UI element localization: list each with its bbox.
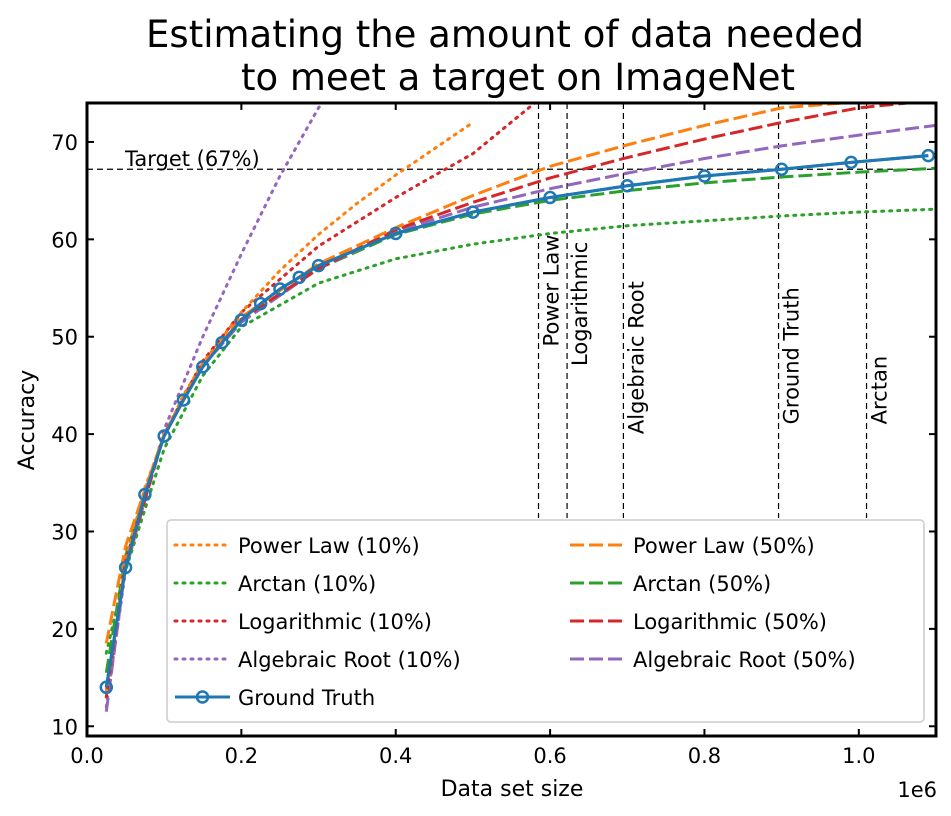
ground-truth-point: [157, 429, 171, 443]
ground-truth-point: [311, 258, 326, 273]
ground-truth-point: [234, 313, 249, 327]
x-tick-label: 1.0: [842, 744, 875, 768]
axis-ticks: 0.0 0.2 0.4 0.6 0.8 1.0 10 20 30 40 50 60 70: [51, 103, 936, 768]
ground-truth-point: [774, 162, 789, 176]
ground-truth-point: [215, 335, 229, 350]
ground-truth-point: [388, 226, 403, 241]
ground-truth-point: [697, 169, 712, 183]
legend-label-ground-truth: Ground Truth: [238, 686, 375, 710]
x-tick-label: 0.8: [688, 744, 721, 768]
ground-truth-point: [196, 360, 210, 374]
x-scale-label: 1e6: [897, 778, 937, 802]
legend-label-arctan-50: Arctan (50%): [633, 572, 771, 596]
x-tick-label: 0.0: [70, 744, 103, 768]
ground-truth-point: [844, 155, 858, 170]
vline-label-power-law: Power Law: [540, 235, 564, 347]
ground-truth-point: [253, 296, 268, 311]
legend-marker-ground-truth: [195, 690, 210, 704]
x-tick-label: 0.6: [533, 744, 566, 768]
legend: Power Law (10%) Arctan (10%) Logarithmic (…: [166, 519, 925, 723]
vline-label-arctan: Arctan: [868, 356, 892, 425]
y-tick-label: 50: [51, 326, 78, 350]
chart-title-line-2: to meet a target on ImageNet: [241, 56, 795, 99]
ground-truth-point: [176, 393, 191, 407]
y-tick-label: 30: [51, 520, 78, 544]
y-axis-label: Accuracy: [15, 370, 40, 470]
series-group: [99, 103, 936, 712]
ground-truth-point: [138, 487, 152, 502]
ground-truth-point: [99, 680, 114, 695]
legend-label-algebraic-root-50: Algebraic Root (50%): [633, 648, 856, 672]
legend-label-logarithmic-10: Logarithmic (10%): [238, 610, 432, 634]
y-tick-label: 40: [51, 423, 78, 447]
reference-lines: Target (67%): [87, 103, 936, 518]
chart-title-line-1: Estimating the amount of data needed: [146, 13, 864, 56]
legend-label-arctan-10: Arctan (10%): [238, 572, 376, 596]
threshold-labels: Power Law Logarithmic Algebraic Root Ground…: [540, 235, 892, 435]
vline-label-logarithmic: Logarithmic: [568, 242, 592, 366]
x-tick-label: 0.2: [225, 744, 258, 768]
x-tick-label: 0.4: [379, 744, 412, 768]
x-axis-label: Data set size: [441, 777, 584, 802]
ground-truth-point: [620, 179, 635, 193]
ground-truth-point: [921, 148, 936, 163]
y-tick-label: 20: [51, 618, 78, 642]
y-tick-label: 10: [51, 715, 78, 739]
legend-label-algebraic-root-10: Algebraic Root (10%): [238, 648, 461, 672]
ground-truth-point: [543, 190, 557, 205]
legend-label-power-law-50: Power Law (50%): [633, 534, 815, 558]
ground-truth-point: [466, 205, 480, 219]
y-tick-label: 60: [51, 228, 78, 252]
legend-label-power-law-10: Power Law (10%): [238, 534, 420, 558]
ground-truth-point: [292, 270, 306, 285]
ground-truth-point: [273, 282, 287, 296]
y-tick-label: 70: [51, 131, 78, 155]
vline-label-ground-truth: Ground Truth: [780, 287, 804, 424]
ground-truth-point: [118, 560, 133, 575]
vline-label-algebraic-root: Algebraic Root: [624, 281, 648, 434]
plot-frame: [85, 101, 938, 738]
legend-label-logarithmic-50: Logarithmic (50%): [633, 610, 827, 634]
legend-box: [166, 519, 925, 723]
series-ground-truth-line: [104, 154, 929, 688]
target-label: Target (67%): [124, 147, 260, 171]
